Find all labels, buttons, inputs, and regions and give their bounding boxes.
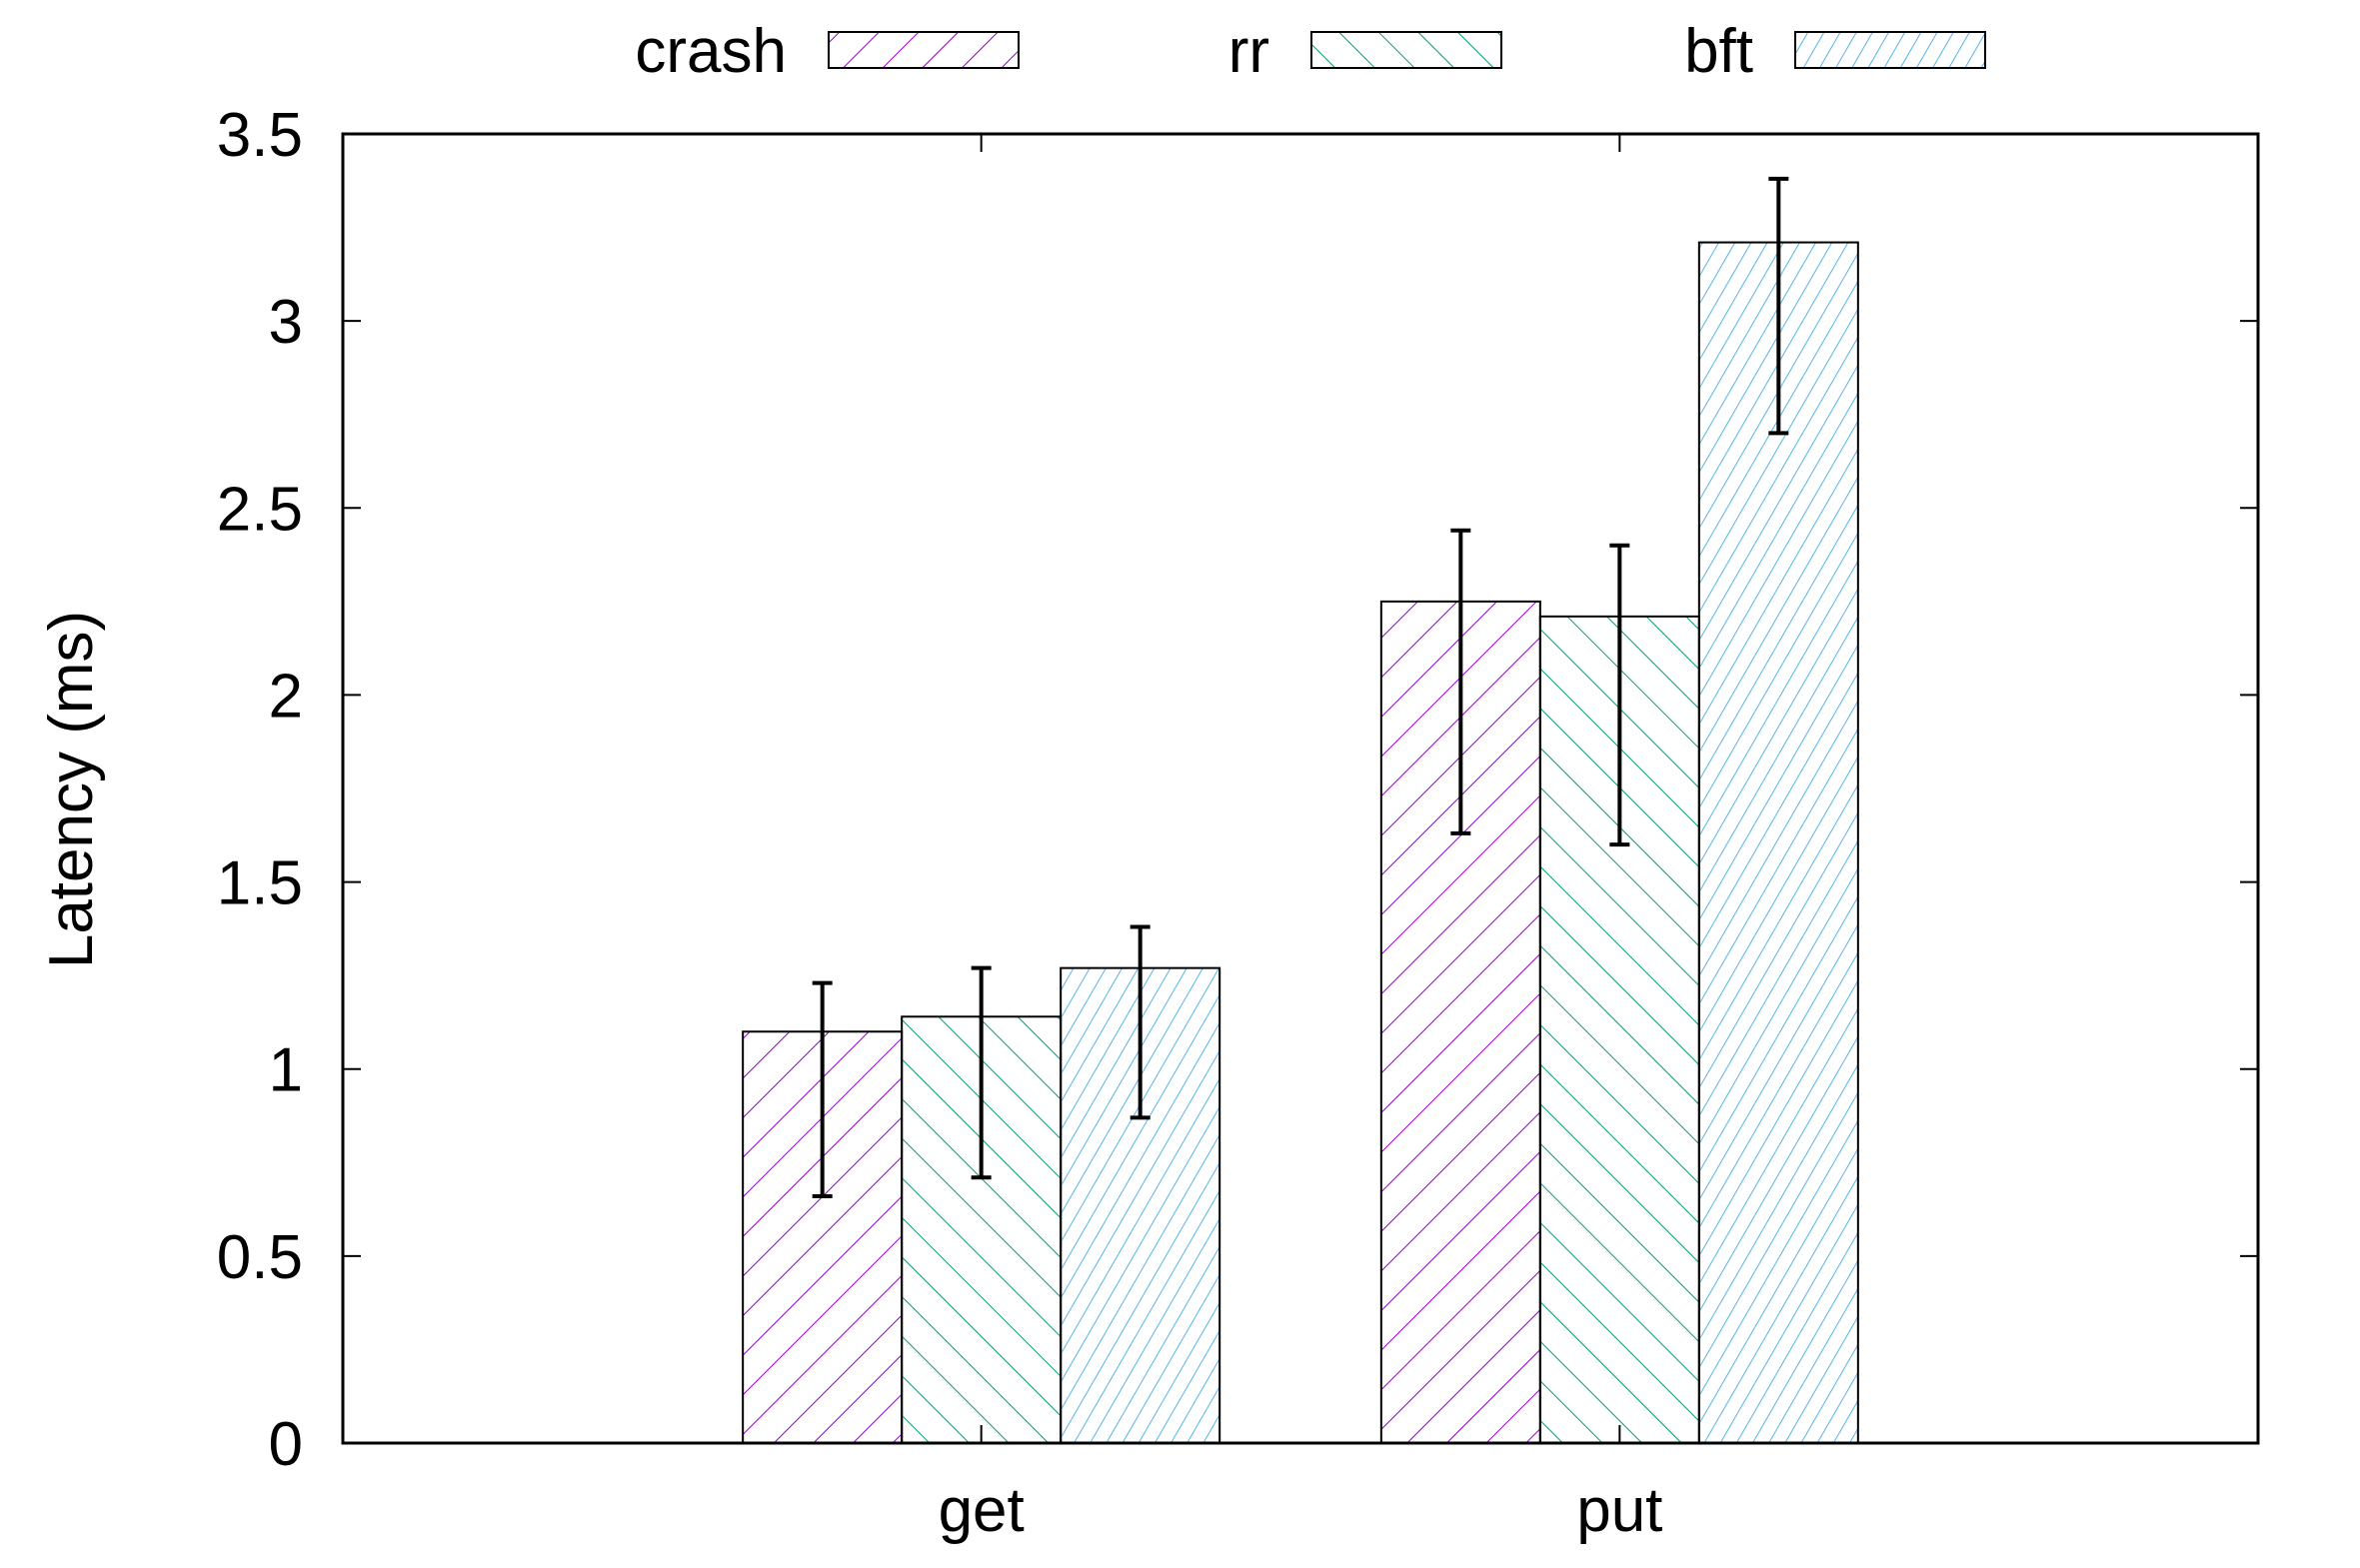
axes xyxy=(341,132,2260,1445)
x-ticks: get put xyxy=(939,134,1662,1545)
legend-swatch-rr xyxy=(1310,31,1502,69)
legend-swatch-bft xyxy=(1794,31,1986,69)
y-ticks: 0 0.5 1 1.5 2 2.5 3 3.5 xyxy=(217,101,2258,1479)
bars xyxy=(742,241,1859,1445)
x-tick-label-put: put xyxy=(1576,1476,1662,1545)
y-tick-label: 3 xyxy=(269,288,303,357)
legend: crash rr bft xyxy=(635,17,1986,86)
legend-swatch-crash xyxy=(828,31,1020,69)
x-tick-label-get: get xyxy=(939,1476,1025,1545)
y-tick-label: 1.5 xyxy=(217,849,303,918)
y-tick-label: 1 xyxy=(269,1036,303,1105)
y-axis-label: Latency (ms) xyxy=(37,611,106,968)
y-tick-label: 2 xyxy=(269,662,303,731)
y-tick-label: 3.5 xyxy=(217,101,303,170)
legend-label-rr: rr xyxy=(1228,17,1269,86)
y-tick-label: 2.5 xyxy=(217,475,303,544)
y-tick-label: 0 xyxy=(269,1410,303,1479)
plot-frame xyxy=(341,132,2260,1445)
y-tick-label: 0.5 xyxy=(217,1223,303,1292)
error-bars xyxy=(812,176,1789,1198)
legend-label-bft: bft xyxy=(1684,17,1753,86)
bar-bft-put xyxy=(1697,241,1859,1445)
legend-label-crash: crash xyxy=(635,17,787,86)
